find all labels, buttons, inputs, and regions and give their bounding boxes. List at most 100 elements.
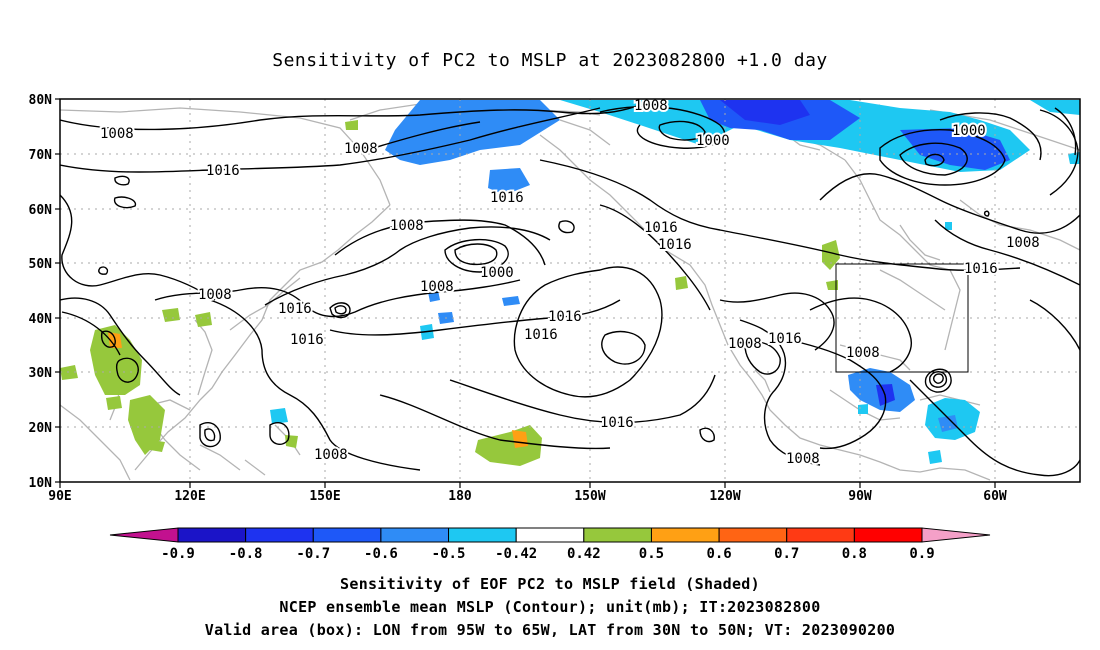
y-tick-label: 20N: [29, 421, 53, 436]
colorbar-tick-label: -0.9: [161, 546, 195, 562]
shading-positive-asia-5: [106, 396, 122, 410]
contour-label: 1008: [198, 287, 232, 303]
y-tick-label: 80N: [29, 93, 53, 108]
colorbar-cells: [177, 527, 923, 543]
y-tick-label: 30N: [29, 366, 53, 381]
colorbar-tick-label: -0.5: [432, 546, 466, 562]
contour-label: 1008: [1006, 235, 1040, 251]
y-tick-label: 70N: [29, 148, 53, 163]
shading-negative-atlantic-3: [938, 415, 958, 432]
colorbar-cell: [650, 527, 720, 543]
y-axis: 80N 70N 60N 50N 40N 30N 20N 10N: [29, 93, 60, 491]
shading-positive-america-2: [675, 276, 688, 290]
contour-label: 1008: [390, 218, 424, 234]
colorbar-cell: [312, 527, 382, 543]
caption-line-1: Sensitivity of EOF PC2 to MSLP field (Sh…: [340, 575, 760, 593]
shading-negative-arctic-6: [488, 168, 530, 195]
shading-positive-asia-2: [128, 395, 165, 455]
colorbar-labels: -0.9 -0.8 -0.7 -0.6 -0.5 -0.42 0.42 0.5 0.6 0.7 0.…: [161, 546, 935, 562]
caption-line-3: Valid area (box): LON from 95W to 65W, L…: [204, 621, 896, 639]
x-tick-label: 150W: [574, 489, 605, 504]
caption-line-2: NCEP ensemble mean MSLP (Contour); unit(…: [279, 598, 821, 616]
contour-label: 1016: [278, 301, 312, 317]
colorbar-cell: [245, 527, 314, 543]
contour-label: 1016: [290, 332, 324, 348]
contour-label: 1008: [786, 451, 820, 467]
shading-negative-arctic-9: [945, 222, 952, 230]
contour-label: 1008: [728, 336, 762, 352]
contour-label: 1016: [524, 327, 558, 343]
contour-label: 1016: [644, 220, 678, 236]
contour-label: 1016: [490, 190, 524, 206]
colorbar-tick-label: 0.42: [567, 546, 601, 562]
contour-label: 1000: [952, 123, 986, 139]
colorbar-tick-label: 0.8: [842, 546, 867, 562]
colorbar-high-triangle: [921, 527, 991, 543]
x-tick-label: 180: [448, 489, 472, 504]
x-tick-label: 90W: [848, 489, 872, 504]
colorbar-cell: [177, 527, 247, 543]
shading-positive-arctic: [345, 120, 358, 130]
contour-label: 1016: [768, 331, 802, 347]
colorbar-cell: [853, 527, 923, 543]
map-content: 1008 1008 1016 1008 1016 1000 1008 1016 …: [60, 98, 1080, 482]
colorbar-tick-label: -0.6: [364, 546, 398, 562]
x-tick-label: 60W: [983, 489, 1007, 504]
shading-negative-arctic-7: [1030, 100, 1080, 115]
shading-positive-america-3: [826, 280, 838, 290]
colorbar-low-triangle: [109, 527, 179, 543]
contour-label: 1016: [206, 163, 240, 179]
x-tick-label: 90E: [48, 489, 71, 504]
x-tick-label: 150E: [309, 489, 340, 504]
contour-label: 1008: [344, 141, 378, 157]
y-tick-label: 60N: [29, 203, 53, 218]
shading-positive-pacific: [475, 425, 542, 466]
shading-negative-arctic-4: [720, 100, 810, 125]
shading-positive-asia-6: [195, 312, 212, 327]
y-tick-label: 50N: [29, 257, 53, 272]
shading-positive-asia-3: [162, 308, 180, 322]
contour-label: 1000: [480, 265, 514, 281]
map-frame: [59, 98, 1081, 483]
valid-area-box: [835, 263, 969, 373]
colorbar-cell: [515, 527, 585, 543]
x-tick-label: 120W: [709, 489, 740, 504]
colorbar-cell: [786, 527, 855, 543]
colorbar-tick-label: -0.8: [229, 546, 263, 562]
colorbar-tick-label: 0.7: [774, 546, 799, 562]
contour-label: 1016: [548, 309, 582, 325]
y-tick-label: 10N: [29, 476, 53, 491]
contour-label: 1008: [846, 345, 880, 361]
shading-negative-atlantic-5: [858, 404, 868, 414]
colorbar-tick-label: -0.42: [495, 546, 537, 562]
colorbar-tick-label: 0.9: [909, 546, 934, 562]
shading-negative-pacific-4: [270, 408, 288, 424]
colorbar-tick-label: 0.6: [706, 546, 731, 562]
contour-label: 1008: [100, 126, 134, 142]
x-tick-label: 120E: [174, 489, 205, 504]
shading-negative-atlantic-4: [928, 450, 942, 464]
x-axis: 90E 120E 150E 180 150W 120W 90W 60W: [48, 482, 1007, 504]
grid-lines: [60, 99, 1080, 482]
colorbar: -0.9 -0.8 -0.7 -0.6 -0.5 -0.42 0.42 0.5 0.6 0.7 0.…: [109, 527, 991, 562]
colorbar-tick-label: 0.5: [639, 546, 664, 562]
contour-label: 1000: [696, 133, 730, 149]
shading-positive-asia-7: [150, 440, 165, 452]
contour-label: 1016: [658, 237, 692, 253]
colorbar-cell: [448, 527, 517, 543]
contour-label: 1008: [420, 279, 454, 295]
contour-label: 1016: [964, 261, 998, 277]
contour-labels: 1008 1008 1016 1008 1016 1000 1008 1016 …: [98, 98, 1042, 469]
contour-label: 1008: [314, 447, 348, 463]
colorbar-cell: [718, 527, 788, 543]
colorbar-tick-label: -0.7: [296, 546, 330, 562]
y-tick-label: 40N: [29, 312, 53, 327]
shading-negative-pacific-3: [502, 296, 520, 306]
plot-title: Sensitivity of PC2 to MSLP at 2023082800…: [272, 50, 828, 71]
sensitivity-shading: [60, 100, 1080, 466]
shading-positive-america: [822, 240, 840, 270]
contour-label: 1008: [634, 98, 668, 114]
contour-label: 1016: [600, 415, 634, 431]
shading-negative-arctic: [380, 100, 1030, 172]
